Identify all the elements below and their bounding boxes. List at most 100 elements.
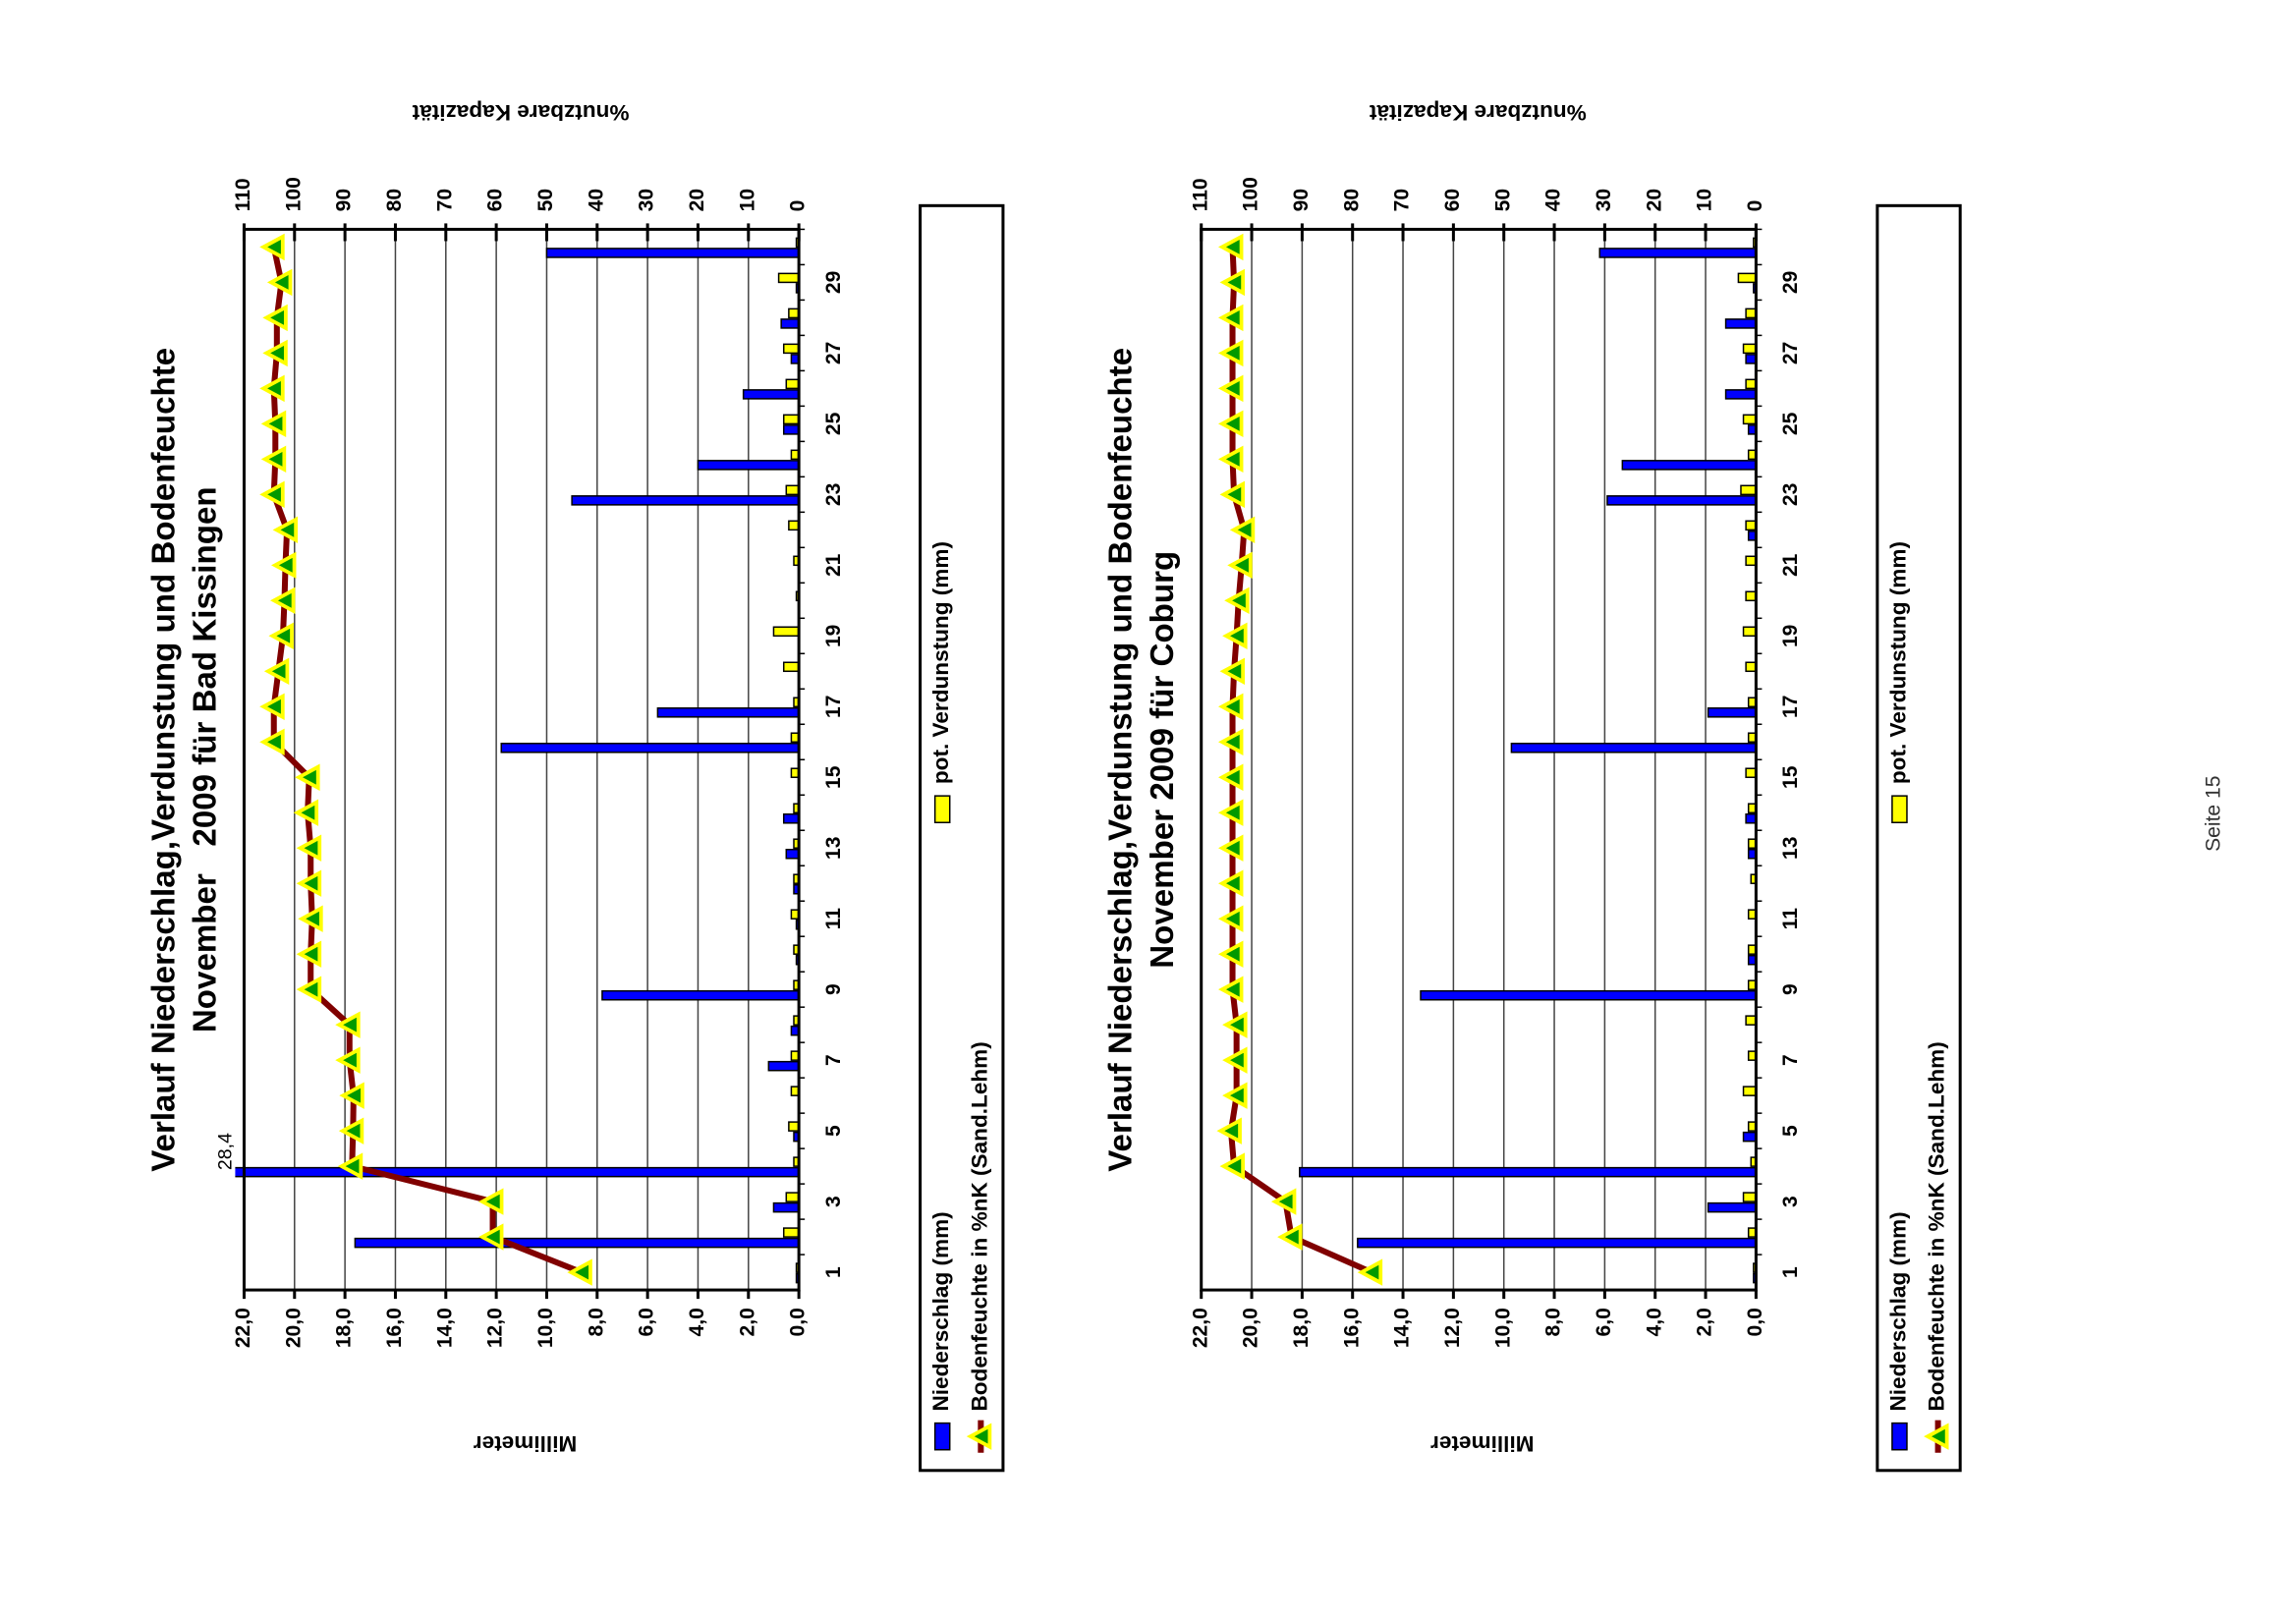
y2-tick-label: 70 (1391, 189, 1414, 211)
y-tick-label: 16,0 (383, 1308, 406, 1348)
x-tick-label: 27 (822, 342, 845, 364)
x-tick-label: 5 (822, 1125, 845, 1137)
marker (296, 869, 322, 897)
marker (1219, 268, 1245, 297)
marker (259, 728, 285, 755)
x-tick-label: 13 (1779, 836, 1802, 859)
y2-tick-label: 20 (686, 189, 708, 211)
bar (782, 343, 800, 355)
bar (656, 707, 800, 718)
marker (1222, 1011, 1248, 1038)
marker (1218, 799, 1244, 826)
marker (1227, 551, 1253, 580)
marker (1218, 374, 1244, 403)
bar (1742, 1192, 1757, 1202)
x-tick-label: 9 (822, 983, 845, 995)
y-tick-label: 0,0 (1744, 1308, 1766, 1336)
marker (296, 834, 322, 862)
marker (1218, 445, 1244, 474)
y-tick-label: 20,0 (1240, 1308, 1262, 1348)
marker (478, 1188, 504, 1215)
bar (697, 460, 800, 471)
marker (1218, 304, 1244, 332)
bar (1745, 354, 1757, 364)
y2-tick-label: 100 (282, 177, 305, 211)
marker (260, 410, 287, 438)
bar (1510, 743, 1757, 754)
x-tick-label: 17 (1779, 696, 1802, 718)
legend-label: Niederschlag (mm) (928, 1211, 953, 1411)
x-tick-label: 21 (822, 553, 845, 577)
x-tick-label: 21 (1779, 553, 1802, 577)
y2-tick-label: 90 (1290, 189, 1313, 211)
x-tick-label: 9 (1779, 983, 1802, 995)
bar (788, 1121, 800, 1132)
bar (1420, 989, 1757, 1001)
y2-tick-label: 20 (1643, 189, 1665, 211)
bar (354, 1237, 800, 1249)
y2-tick-label: 70 (433, 189, 456, 211)
x-tick-label: 29 (1779, 271, 1802, 294)
x-tick-label: 13 (822, 836, 845, 859)
x-tick-label: 29 (822, 271, 845, 294)
legend-label: Bodenfeuchte in %nK (Sand.Lehm) (967, 1041, 991, 1411)
x-tick-label: 7 (822, 1054, 845, 1066)
x-tick-label: 23 (822, 483, 845, 506)
legend-label: pot. Verdunstung (mm) (1885, 541, 1910, 784)
legend-box (1876, 203, 1962, 1473)
y2-tick-label: 30 (636, 189, 658, 211)
y2-axis-title: %nutzbare Kapazität (1369, 100, 1586, 125)
marker (262, 339, 288, 367)
marker (1218, 763, 1244, 791)
y-tick-label: 6,0 (1593, 1308, 1615, 1336)
marker (1218, 233, 1244, 261)
bar (1299, 1166, 1757, 1178)
bar (1745, 661, 1757, 673)
plot-marks (1299, 237, 1757, 1284)
bar (1742, 626, 1757, 638)
y2-tick-label: 90 (333, 189, 356, 211)
y-tick-label: 14,0 (1391, 1308, 1414, 1348)
x-tick-label: 19 (822, 625, 845, 647)
bar (1724, 389, 1757, 400)
bar (785, 1192, 800, 1202)
x-tick-label: 25 (822, 412, 845, 435)
marker (335, 1011, 361, 1038)
y-tick-label: 4,0 (1643, 1308, 1665, 1336)
y-tick-label: 12,0 (1441, 1308, 1464, 1348)
bar (785, 378, 800, 390)
bar (742, 389, 800, 400)
bar (571, 495, 800, 506)
y-tick-label: 18,0 (1290, 1308, 1313, 1348)
marker (1270, 1188, 1297, 1215)
bar (785, 484, 800, 496)
marker (1218, 976, 1244, 1003)
plot-area (244, 229, 800, 1291)
y-tick-label: 10,0 (1491, 1308, 1514, 1348)
chart: Verlauf Niederschlag,Verdunstung und Bod… (1103, 100, 1962, 1473)
bar (1742, 1086, 1757, 1096)
marker (296, 940, 322, 968)
legend-label: pot. Verdunstung (mm) (928, 541, 953, 784)
bar (1745, 812, 1757, 824)
y-tick-label: 16,0 (1340, 1308, 1363, 1348)
x-tick-label: 27 (1779, 342, 1802, 364)
marker (295, 763, 320, 791)
bar (1707, 1201, 1757, 1213)
chart-title: Verlauf Niederschlag,Verdunstung und Bod… (1103, 348, 1140, 1172)
y2-tick-label: 10 (736, 189, 758, 211)
y-axis-title: Millimeter (1430, 1431, 1535, 1456)
bar (1621, 460, 1757, 471)
y2-tick-label: 60 (1441, 189, 1464, 211)
bar (1745, 590, 1757, 602)
bar (1724, 318, 1757, 329)
y-tick-label: 4,0 (686, 1308, 708, 1336)
marker (271, 551, 297, 580)
bar (601, 989, 800, 1001)
legend-swatch (933, 1422, 951, 1451)
bar (782, 414, 800, 425)
bar (1745, 520, 1757, 531)
legend-swatch (933, 795, 951, 824)
y-tick-label: 8,0 (585, 1308, 607, 1336)
